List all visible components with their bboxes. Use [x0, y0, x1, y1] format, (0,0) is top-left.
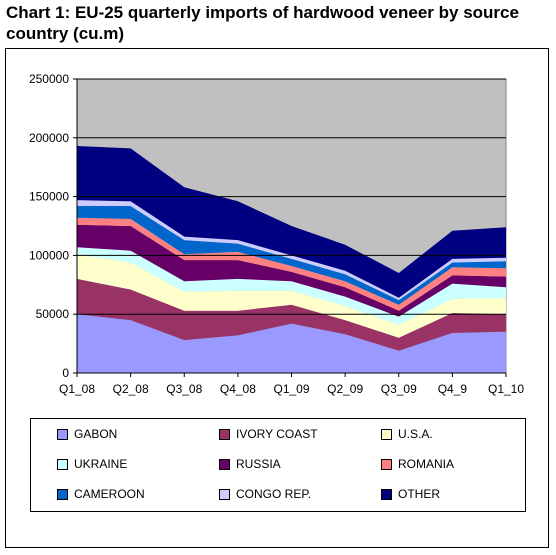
y-tick-label: 200000	[29, 131, 69, 145]
y-tick-label: 100000	[29, 248, 69, 262]
area-ukraine	[77, 247, 506, 325]
legend-swatch	[219, 428, 230, 440]
area-russia	[77, 224, 506, 317]
legend-item: UKRAINE	[57, 457, 127, 471]
legend-label: ROMANIA	[398, 457, 455, 471]
legend-label: CONGO REP.	[236, 487, 312, 501]
x-tick-label: Q4_9	[438, 382, 468, 396]
legend-swatch	[381, 488, 392, 500]
legend-item: CAMEROON	[57, 487, 145, 501]
x-tick-label: Q2_09	[327, 382, 363, 396]
legend-label: UKRAINE	[74, 457, 128, 471]
y-tick-label: 250000	[29, 72, 69, 86]
legend-item: ROMANIA	[381, 457, 454, 471]
legend-item: U.S.A.	[381, 427, 433, 441]
legend-label: GABON	[74, 427, 118, 441]
chart-title: Chart 1: EU-25 quarterly imports of hard…	[6, 3, 519, 43]
x-tick-label: Q3_09	[381, 382, 417, 396]
legend-label: RUSSIA	[236, 457, 281, 471]
legend-label: CAMEROON	[74, 487, 145, 501]
x-tick-label: Q1_08	[59, 382, 95, 396]
area-gabon	[77, 314, 506, 373]
legend-swatch	[57, 488, 68, 500]
legend-swatch	[219, 458, 230, 470]
x-tick-label: Q1_10	[488, 382, 524, 396]
x-tick-label: Q1_09	[273, 382, 309, 396]
x-tick-label: Q2_08	[113, 382, 149, 396]
legend-label: U.S.A.	[398, 427, 433, 441]
legend-item: OTHER	[381, 487, 440, 501]
legend-item: IVORY COAST	[219, 427, 318, 441]
area-u-s-a	[77, 254, 506, 338]
area-other	[77, 146, 506, 298]
legend-swatch	[381, 458, 392, 470]
legend-item: GABON	[57, 427, 117, 441]
legend-swatch	[381, 428, 392, 440]
legend-item: CONGO REP.	[219, 487, 311, 501]
y-tick-label: 50000	[36, 307, 70, 321]
legend-label: OTHER	[398, 487, 440, 501]
legend-swatch	[219, 488, 230, 500]
y-tick-label: 150000	[29, 190, 69, 204]
area-cameroon	[77, 206, 506, 305]
legend-swatch	[57, 428, 68, 440]
chart-legend: GABON IVORY COAST U.S.A. UKRAINE RUSSIA ROMAN…	[30, 418, 526, 512]
legend-swatch	[57, 458, 68, 470]
x-tick-label: Q3_08	[166, 382, 202, 396]
legend-label: IVORY COAST	[236, 427, 318, 441]
y-tick-label: 0	[62, 366, 69, 380]
x-tick-label: Q4_08	[220, 382, 256, 396]
area-ivory-coast	[77, 278, 506, 351]
legend-item: RUSSIA	[219, 457, 281, 471]
